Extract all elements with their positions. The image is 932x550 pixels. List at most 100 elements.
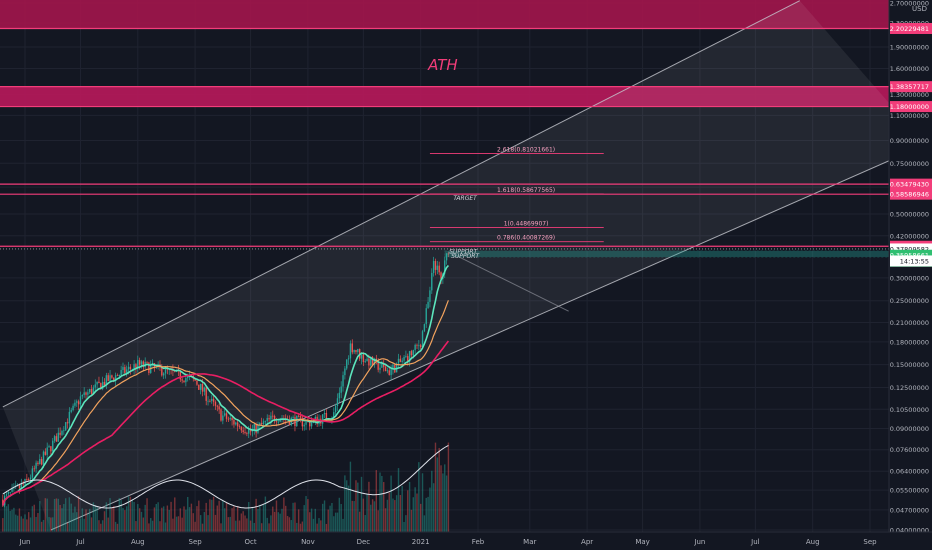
candle-body	[236, 422, 239, 427]
volume-bar	[157, 502, 159, 532]
candle-body	[9, 492, 11, 493]
candle-body	[205, 387, 207, 401]
volume-bar	[40, 521, 43, 532]
volume-bar	[35, 516, 37, 532]
volume-bar	[85, 509, 87, 532]
volume-bar	[392, 498, 394, 532]
time-tick-label: Jun	[693, 538, 705, 546]
volume-bar	[59, 504, 61, 532]
volume-bar	[203, 512, 206, 532]
volume-bar	[207, 515, 209, 532]
candle-body	[323, 413, 326, 415]
candle-body	[347, 358, 350, 360]
candle-body	[66, 422, 69, 424]
candle-body	[360, 354, 363, 359]
volume-bar	[18, 508, 21, 532]
volume-bar	[427, 496, 429, 532]
volume-bar	[116, 523, 119, 532]
candle-body	[344, 368, 346, 376]
candle-body	[198, 384, 200, 390]
volume-bar	[20, 516, 23, 532]
candle-body	[220, 409, 222, 421]
price-tick-label: 0.50000000	[890, 210, 929, 218]
volume-bar	[310, 508, 313, 532]
price-tick-label: 0.12500000	[890, 384, 929, 392]
candle-body	[63, 430, 65, 432]
volume-bar	[272, 506, 274, 532]
candle-body	[288, 419, 291, 425]
candle-body	[85, 392, 87, 395]
candle-body	[270, 415, 272, 420]
fib-label: 1(0.44869907)	[504, 221, 549, 228]
candle-body	[148, 362, 150, 373]
candle-body	[259, 423, 261, 425]
time-axis-ticks: Jun Jul Aug Sep Oct Nov Dec 2021 Feb Mar Apr May Jun…	[19, 538, 878, 546]
candle-body	[37, 462, 39, 465]
volume-bar	[418, 462, 420, 532]
candle-body	[432, 261, 435, 273]
volume-bar	[353, 501, 355, 532]
volume-bar	[52, 517, 54, 532]
candle-body	[174, 371, 176, 372]
candle-body	[53, 436, 56, 441]
volume-bar	[281, 508, 283, 532]
volume-bar	[26, 519, 28, 532]
volume-bar	[137, 504, 139, 532]
candle-body	[164, 367, 167, 374]
candle-body	[371, 357, 374, 365]
candle-body	[18, 485, 21, 489]
price-tick-label: 0.15000000	[890, 361, 929, 369]
candle-body	[35, 462, 37, 469]
volume-bar	[375, 470, 378, 532]
volume-bar	[66, 522, 69, 532]
volume-bar	[205, 502, 207, 532]
time-axis[interactable]	[0, 532, 932, 550]
time-tick-label: Nov	[301, 538, 315, 546]
price-tick-label: 1.90000000	[890, 43, 929, 51]
candle-body	[161, 367, 163, 376]
volume-bar	[11, 509, 13, 532]
candle-body	[212, 398, 215, 402]
volume-bar	[16, 515, 19, 532]
candle-body	[362, 354, 365, 363]
volume-bar	[162, 506, 165, 532]
volume-bar	[227, 517, 230, 532]
candle-body	[70, 410, 72, 412]
candle-body	[146, 361, 148, 363]
volume-bar	[260, 523, 263, 532]
candle-body	[129, 366, 132, 370]
volume-bar	[77, 496, 80, 532]
volume-bar	[362, 498, 365, 532]
candle-body	[272, 415, 274, 417]
price-label-box	[890, 243, 932, 255]
volume-bar	[192, 513, 194, 532]
volume-bar	[225, 502, 228, 532]
candle-body	[92, 387, 95, 394]
time-tick-label: Jul	[75, 538, 85, 546]
resistance-band-ath	[0, 86, 889, 107]
price-label-box	[890, 178, 932, 190]
volume-bar	[277, 512, 280, 532]
candle-body	[299, 415, 302, 418]
candle-body	[445, 253, 448, 261]
candle-body	[231, 418, 233, 421]
volume-bar	[9, 510, 11, 532]
candle-body	[101, 381, 104, 390]
volume-bar	[371, 499, 374, 532]
price-tick-label: 0.07600000	[890, 446, 929, 454]
volume-bar	[209, 499, 211, 532]
volume-bar	[253, 522, 255, 532]
volume-bar	[333, 516, 335, 532]
candle-body	[338, 392, 341, 399]
price-tick-label: 0.05500000	[890, 487, 929, 495]
volume-bar	[111, 507, 113, 532]
volume-bar	[299, 523, 302, 532]
volume-bar	[259, 504, 261, 532]
volume-bar	[323, 500, 326, 532]
channel-upper-line	[2, 0, 800, 408]
volume-bar	[107, 517, 109, 532]
candle-body	[31, 468, 34, 478]
time-tick-label: Sep	[189, 538, 203, 546]
volume-bar	[445, 475, 448, 532]
